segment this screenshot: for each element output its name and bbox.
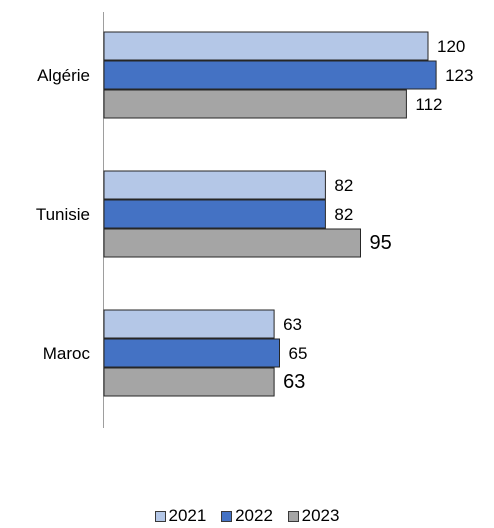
data-label-maroc-2023: 63 xyxy=(283,371,305,393)
data-label-algerie-2023: 112 xyxy=(415,95,442,114)
data-label-algerie-2022: 123 xyxy=(445,66,473,85)
bar-algerie-2023 xyxy=(103,89,407,119)
data-label-tunisie-2023: 95 xyxy=(370,232,392,254)
legend-swatch-2023 xyxy=(287,510,299,522)
category-label-algerie: Algérie xyxy=(37,66,90,85)
category-label-tunisie: Tunisie xyxy=(36,205,90,224)
legend-label-2021: 2021 xyxy=(168,506,207,525)
bar-maroc-2021 xyxy=(103,309,275,339)
category-label-maroc: Maroc xyxy=(43,344,91,363)
bar-algerie-2021 xyxy=(103,31,429,61)
bar-algerie-2022 xyxy=(103,60,437,90)
legend: 2021 2022 2023 xyxy=(0,506,494,527)
data-label-tunisie-2021: 82 xyxy=(334,176,353,195)
data-label-maroc-2021: 63 xyxy=(283,315,302,334)
bar-maroc-2022 xyxy=(103,338,280,368)
bar-tunisie-2021 xyxy=(103,170,326,200)
data-label-maroc-2022: 65 xyxy=(289,344,308,363)
data-label-tunisie-2022: 82 xyxy=(334,205,353,224)
bar-tunisie-2023 xyxy=(103,228,361,258)
legend-label-2022: 2022 xyxy=(235,506,273,525)
legend-label-2023: 2023 xyxy=(301,506,340,525)
legend-item-2023: 2023 xyxy=(287,506,340,526)
legend-item-2021: 2021 xyxy=(154,506,207,526)
bar-maroc-2023 xyxy=(103,367,275,397)
legend-swatch-2021 xyxy=(154,510,166,522)
data-label-algerie-2021: 120 xyxy=(437,37,465,56)
bar-tunisie-2022 xyxy=(103,199,326,229)
legend-item-2022: 2022 xyxy=(221,506,273,526)
legend-swatch-2022 xyxy=(221,510,233,522)
